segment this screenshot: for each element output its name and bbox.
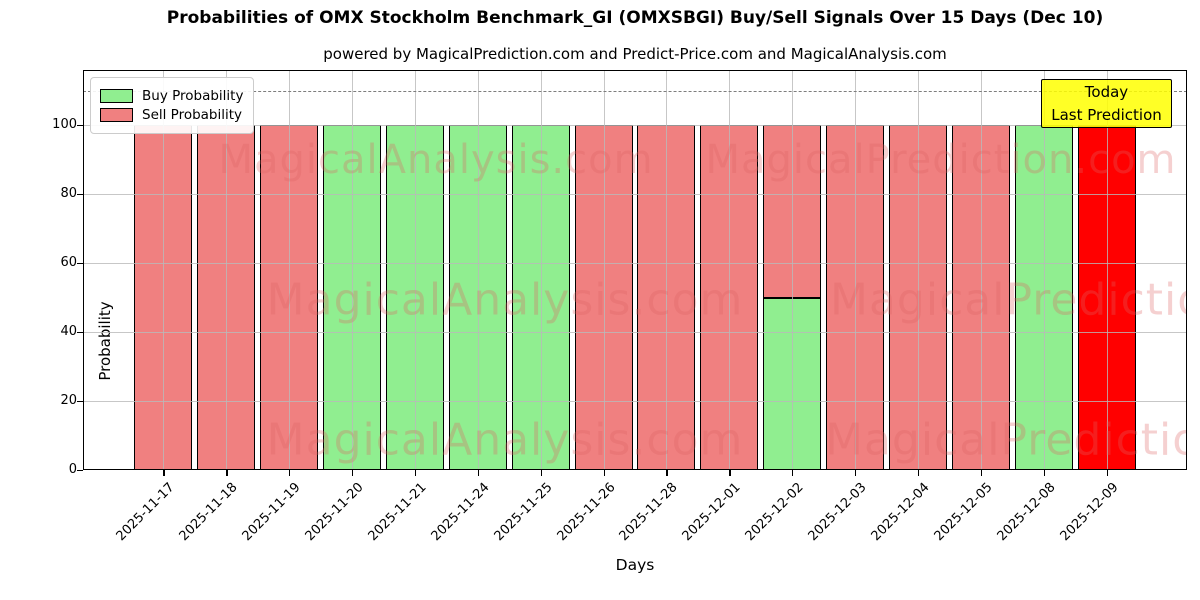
x-tick-mark	[226, 470, 228, 476]
vertical-gridline	[163, 70, 165, 470]
legend-item-sell: Sell Probability	[100, 107, 243, 123]
x-tick-mark	[477, 470, 480, 476]
threshold-dashed-line	[83, 90, 1187, 92]
x-tick-mark	[666, 470, 668, 476]
horizontal-gridline	[83, 125, 1187, 127]
vertical-gridline	[666, 70, 668, 470]
y-tick-label: 0	[68, 462, 77, 477]
horizontal-gridline	[83, 194, 1187, 196]
x-tick-label: 2025-11-26	[554, 480, 619, 545]
x-tick-mark	[603, 470, 605, 476]
vertical-gridline	[540, 70, 542, 470]
today-annotation-line2: Last Prediction	[1051, 105, 1162, 124]
x-tick-mark	[855, 470, 857, 476]
vertical-gridline	[980, 70, 982, 470]
vertical-gridline	[792, 70, 794, 470]
x-tick-mark	[980, 470, 983, 476]
x-tick-mark	[163, 470, 165, 476]
buy-color-swatch	[100, 89, 133, 103]
vertical-gridline	[352, 70, 354, 470]
y-tick-mark	[77, 125, 83, 127]
chart-title: Probabilities of OMX Stockholm Benchmark…	[166, 8, 1104, 28]
horizontal-gridline	[83, 332, 1187, 334]
legend: Buy Probability Sell Probability	[90, 77, 255, 134]
x-tick-label: 2025-11-21	[365, 480, 430, 545]
x-tick-label: 2025-12-05	[931, 480, 996, 545]
plot-area: MagicalAnalysis.com MagicalAnalysis.com Ma…	[83, 70, 1187, 470]
x-tick-mark	[289, 470, 291, 476]
legend-item-buy: Buy Probability	[100, 88, 243, 104]
x-tick-mark	[414, 470, 417, 476]
vertical-gridline	[289, 70, 291, 470]
today-annotation-line1: Today	[1084, 83, 1129, 101]
x-tick-label: 2025-11-19	[239, 480, 304, 545]
x-tick-mark	[729, 470, 731, 476]
x-tick-label: 2025-12-03	[805, 480, 870, 545]
x-tick-mark	[1106, 470, 1108, 476]
x-tick-label: 2025-11-20	[302, 480, 367, 545]
vertical-gridline	[917, 70, 919, 470]
x-tick-label: 2025-12-02	[742, 480, 807, 545]
x-tick-label: 2025-11-25	[491, 480, 556, 545]
x-tick-label: 2025-12-09	[1057, 480, 1122, 545]
vertical-gridline	[1043, 70, 1045, 470]
vertical-gridline	[729, 70, 731, 470]
x-tick-mark	[540, 470, 542, 476]
vertical-gridline	[855, 70, 857, 470]
x-tick-mark	[1043, 470, 1045, 476]
y-tick-mark	[77, 263, 83, 265]
vertical-gridline	[603, 70, 605, 470]
y-tick-label: 20	[60, 393, 77, 409]
y-tick-label: 60	[60, 255, 77, 271]
x-tick-label: 2025-12-08	[994, 480, 1059, 545]
vertical-gridline	[1106, 70, 1108, 470]
chart-subtitle: powered by MagicalPrediction.com and Pre…	[323, 45, 947, 63]
horizontal-gridline	[83, 401, 1187, 403]
legend-label-buy: Buy Probability	[142, 88, 244, 104]
vertical-gridline	[477, 70, 479, 470]
y-tick-mark	[77, 332, 83, 334]
x-tick-mark	[352, 470, 354, 476]
today-annotation: Today Last Prediction	[1041, 79, 1172, 128]
y-tick-mark	[77, 401, 83, 403]
y-tick-mark	[77, 470, 83, 472]
y-tick-label: 80	[60, 186, 77, 202]
x-tick-label: 2025-11-17	[114, 480, 179, 545]
sell-color-swatch	[100, 108, 133, 122]
x-tick-mark	[792, 470, 794, 476]
x-tick-label: 2025-12-01	[679, 480, 744, 545]
x-axis-label: Days	[615, 556, 655, 574]
y-tick-mark	[77, 194, 83, 196]
y-tick-label: 40	[60, 324, 77, 340]
x-tick-label: 2025-11-24	[428, 480, 493, 545]
legend-label-sell: Sell Probability	[142, 107, 243, 123]
y-tick-label: 100	[52, 117, 77, 133]
x-tick-label: 2025-12-04	[868, 480, 933, 545]
x-tick-mark	[917, 470, 920, 476]
x-tick-label: 2025-11-18	[176, 480, 241, 545]
y-axis-label: Probability	[96, 301, 114, 381]
x-tick-label: 2025-11-28	[617, 480, 682, 545]
horizontal-gridline	[83, 263, 1187, 265]
vertical-gridline	[226, 70, 228, 470]
vertical-gridline	[414, 70, 416, 470]
